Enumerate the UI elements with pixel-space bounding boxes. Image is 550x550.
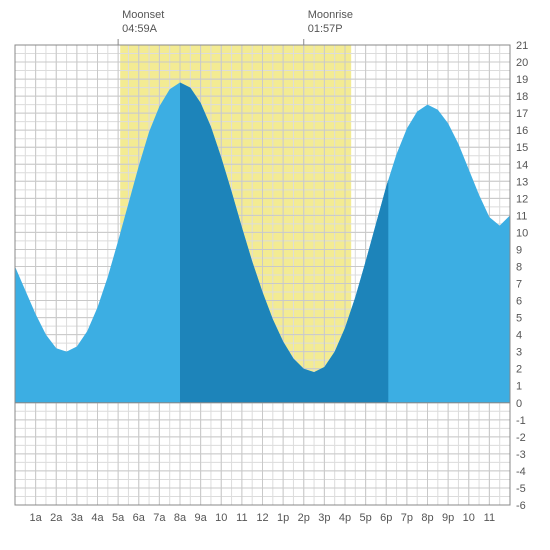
y-tick-label: -5 (516, 483, 526, 495)
x-tick-label: 6a (133, 512, 146, 524)
x-tick-label: 5a (112, 512, 125, 524)
x-tick-label: 12 (256, 512, 268, 524)
x-tick-label: 2p (298, 512, 310, 524)
y-tick-label: 16 (516, 125, 528, 137)
x-tick-label: 11 (484, 512, 495, 524)
y-tick-label: -3 (516, 449, 526, 461)
x-tick-label: 2a (50, 512, 63, 524)
y-tick-label: 12 (516, 193, 528, 205)
y-tick-label: 7 (516, 279, 522, 291)
x-tick-label: 4a (91, 512, 104, 524)
y-tick-label: 3 (516, 347, 522, 359)
y-tick-label: 5 (516, 313, 522, 325)
x-tick-label: 3p (318, 512, 330, 524)
y-tick-label: 1 (516, 381, 522, 393)
moonrise-time: 01:57P (308, 23, 343, 35)
y-tick-label: 17 (516, 108, 528, 120)
y-tick-label: 19 (516, 74, 528, 86)
y-tick-label: -2 (516, 432, 526, 444)
y-tick-label: 8 (516, 261, 522, 273)
x-tick-label: 6p (380, 512, 392, 524)
moonset-time: 04:59A (122, 23, 158, 35)
y-tick-label: 10 (516, 227, 528, 239)
moonrise-title: Moonrise (308, 9, 353, 21)
x-tick-label: 8a (174, 512, 187, 524)
y-tick-label: 2 (516, 364, 522, 376)
moonset-title: Moonset (122, 9, 164, 21)
y-tick-label: -6 (516, 500, 526, 512)
y-tick-label: 9 (516, 244, 522, 256)
x-tick-label: 9a (195, 512, 208, 524)
y-tick-label: 11 (516, 210, 527, 222)
tide-chart-svg: -6-5-4-3-2-10123456789101112131415161718… (0, 0, 550, 550)
y-tick-label: 14 (516, 159, 528, 171)
tide-chart: -6-5-4-3-2-10123456789101112131415161718… (0, 0, 550, 550)
x-tick-label: 4p (339, 512, 351, 524)
x-tick-label: 10 (215, 512, 227, 524)
y-tick-label: 0 (516, 398, 522, 410)
y-tick-label: -1 (516, 415, 526, 427)
x-tick-label: 5p (360, 512, 372, 524)
x-tick-label: 11 (236, 512, 247, 524)
x-tick-label: 8p (421, 512, 433, 524)
x-tick-label: 7p (401, 512, 413, 524)
y-tick-label: 18 (516, 91, 528, 103)
y-tick-label: 4 (516, 330, 522, 342)
x-tick-label: 1p (277, 512, 289, 524)
y-tick-label: -4 (516, 466, 526, 478)
y-tick-label: 6 (516, 296, 522, 308)
x-tick-label: 1a (30, 512, 43, 524)
y-tick-label: 13 (516, 176, 528, 188)
x-tick-label: 9p (442, 512, 454, 524)
x-tick-label: 3a (71, 512, 84, 524)
y-tick-label: 20 (516, 57, 528, 69)
x-tick-label: 7a (153, 512, 166, 524)
y-tick-label: 21 (516, 40, 528, 52)
y-tick-label: 15 (516, 142, 528, 154)
x-tick-label: 10 (463, 512, 475, 524)
